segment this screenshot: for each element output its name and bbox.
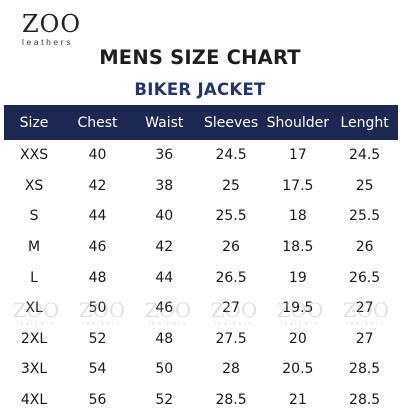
table-cell: 46 [88,239,107,256]
table-cell: M [28,239,41,256]
table-cell: 27 [355,300,374,317]
table-row: XXS 40 36 24.5 17 24.5 [4,140,398,171]
brand-logo-mark: ZOO [22,10,82,38]
table-cell: 19 [288,269,307,286]
table-cell: 26.5 [215,269,247,286]
table-cell: 28.5 [349,361,381,378]
table-cell: 38 [155,177,174,194]
table-cell: 52 [88,330,107,347]
brand-logo-sub: leathers [22,37,74,47]
table-cell: 25 [222,177,240,194]
table-cell: 17.5 [282,177,314,194]
table-cell: 25 [355,177,374,194]
table-cell: 28.5 [349,392,381,409]
page-title: MENS SIZE CHART [99,46,301,69]
table-cell: 24.5 [349,147,381,164]
table-cell: 56 [88,392,107,409]
table-cell: 26 [222,239,240,256]
table-row: XS 42 38 25 17.5 25 [4,171,398,202]
table-cell: 20 [288,330,307,347]
column-header: Sleeves [203,114,259,131]
column-header: Lenght [340,114,389,131]
table-cell: 21 [288,392,307,409]
table-cell: 20.5 [282,361,314,378]
table-cell: 18 [288,208,307,225]
table-cell: XS [24,177,44,194]
table-cell: 42 [88,177,107,194]
table-row: XL 50 46 27 19.5 27 [4,293,398,324]
column-header: Waist [145,114,184,131]
table-cell: 4XL [20,392,48,409]
brand-logo: ZOO leathers [22,12,92,48]
table-cell: 40 [88,147,107,164]
table-cell: 28.5 [215,392,247,409]
column-header: Size [19,114,49,131]
table-header-row: Size Chest Waist Sleeves Shoulder Lenght [4,105,398,140]
table-row: S 44 40 25.5 18 25.5 [4,201,398,232]
table-cell: 25.5 [215,208,247,225]
table-cell: 54 [88,361,107,378]
table-cell: L [30,269,38,286]
table-cell: 24.5 [215,147,247,164]
table-cell: 18.5 [282,239,314,256]
table-cell: 40 [155,208,174,225]
table-cell: 19.5 [282,300,314,317]
table-cell: 27.5 [215,330,247,347]
table-cell: S [29,208,39,225]
table-cell: 2XL [20,330,48,347]
table-cell: 50 [88,300,107,317]
table-row: 3XL 54 50 28 20.5 28.5 [4,354,398,385]
table-cell: 52 [155,392,174,409]
table-row: M 46 42 26 18.5 26 [4,232,398,263]
table-cell: 50 [155,361,174,378]
table-cell: 36 [155,147,174,164]
table-row: L 48 44 26.5 19 26.5 [4,262,398,293]
table-cell: 27 [222,300,240,317]
size-chart-table: Size Chest Waist Sleeves Shoulder Lenght… [4,105,398,415]
table-cell: XL [25,300,43,317]
table-cell: 17 [288,147,307,164]
table-cell: 26.5 [349,269,381,286]
table-cell: 46 [155,300,174,317]
table-cell: 3XL [20,361,48,378]
table-cell: 26 [355,239,374,256]
column-header: Shoulder [266,114,330,131]
table-cell: XXS [20,147,49,164]
table-cell: 44 [155,269,174,286]
column-header: Chest [77,114,118,131]
table-cell: 42 [155,239,174,256]
table-cell: 28 [222,361,240,378]
table-cell: 27 [355,330,374,347]
page-subtitle: BIKER JACKET [134,80,266,99]
table-cell: 48 [88,269,107,286]
table-cell: 44 [88,208,107,225]
table-row: 2XL 52 48 27.5 20 27 [4,324,398,355]
table-cell: 25.5 [349,208,381,225]
table-cell: 48 [155,330,174,347]
